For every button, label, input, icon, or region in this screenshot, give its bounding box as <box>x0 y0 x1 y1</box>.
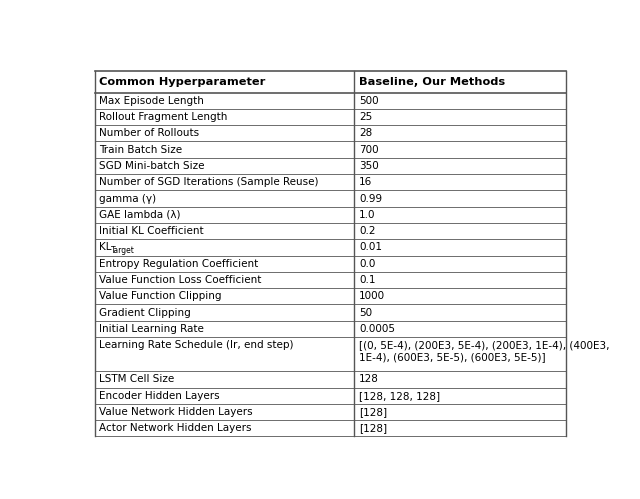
Text: KL: KL <box>99 243 111 252</box>
Text: Value Function Loss Coefficient: Value Function Loss Coefficient <box>99 275 261 285</box>
Text: Max Episode Length: Max Episode Length <box>99 96 204 106</box>
Text: 128: 128 <box>359 374 379 384</box>
Text: 0.0: 0.0 <box>359 258 376 268</box>
Text: [128, 128, 128]: [128, 128, 128] <box>359 391 440 401</box>
Text: Target: Target <box>111 246 134 255</box>
Text: Encoder Hidden Layers: Encoder Hidden Layers <box>99 391 220 401</box>
Text: 0.99: 0.99 <box>359 194 382 204</box>
Text: 25: 25 <box>359 112 372 122</box>
Text: Train Batch Size: Train Batch Size <box>99 145 182 155</box>
Text: 500: 500 <box>359 96 379 106</box>
Text: GAE lambda (λ): GAE lambda (λ) <box>99 210 180 220</box>
Text: 0.0005: 0.0005 <box>359 324 395 334</box>
Text: [(0, 5E-4), (200E3, 5E-4), (200E3, 1E-4), (400E3,
1E-4), (600E3, 5E-5), (600E3, : [(0, 5E-4), (200E3, 5E-4), (200E3, 1E-4)… <box>359 340 609 362</box>
Text: Initial Learning Rate: Initial Learning Rate <box>99 324 204 334</box>
Text: gamma (γ): gamma (γ) <box>99 194 156 204</box>
Text: 350: 350 <box>359 161 379 171</box>
Text: Actor Network Hidden Layers: Actor Network Hidden Layers <box>99 423 252 433</box>
Text: Number of SGD Iterations (Sample Reuse): Number of SGD Iterations (Sample Reuse) <box>99 177 318 187</box>
Text: 700: 700 <box>359 145 379 155</box>
Text: 0.2: 0.2 <box>359 226 376 236</box>
Text: Initial KL Coefficient: Initial KL Coefficient <box>99 226 204 236</box>
Text: SGD Mini-batch Size: SGD Mini-batch Size <box>99 161 204 171</box>
Text: Common Hyperparameter: Common Hyperparameter <box>99 77 265 87</box>
Text: Number of Rollouts: Number of Rollouts <box>99 128 199 138</box>
Text: Value Function Clipping: Value Function Clipping <box>99 291 221 301</box>
Text: Entropy Regulation Coefficient: Entropy Regulation Coefficient <box>99 258 258 268</box>
Text: [128]: [128] <box>359 407 387 417</box>
Text: 28: 28 <box>359 128 372 138</box>
Text: Rollout Fragment Length: Rollout Fragment Length <box>99 112 227 122</box>
Text: Baseline, Our Methods: Baseline, Our Methods <box>359 77 505 87</box>
Text: Learning Rate Schedule (lr, end step): Learning Rate Schedule (lr, end step) <box>99 340 293 350</box>
Text: 16: 16 <box>359 177 372 187</box>
Text: Value Network Hidden Layers: Value Network Hidden Layers <box>99 407 252 417</box>
Text: LSTM Cell Size: LSTM Cell Size <box>99 374 174 384</box>
Text: 1000: 1000 <box>359 291 385 301</box>
Text: 50: 50 <box>359 307 372 317</box>
Text: Gradient Clipping: Gradient Clipping <box>99 307 191 317</box>
Text: 0.01: 0.01 <box>359 243 382 252</box>
Text: [128]: [128] <box>359 423 387 433</box>
Text: 0.1: 0.1 <box>359 275 376 285</box>
Text: 1.0: 1.0 <box>359 210 376 220</box>
